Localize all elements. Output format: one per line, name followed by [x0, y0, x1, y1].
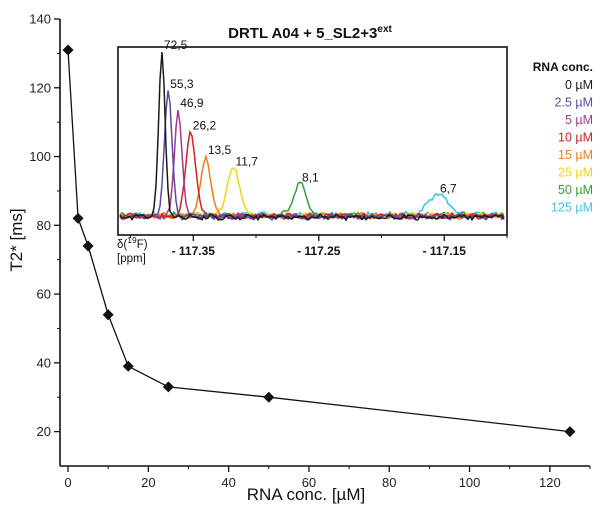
- data-point: [72, 212, 84, 224]
- data-point: [263, 391, 275, 403]
- data-point: [564, 426, 576, 438]
- inset-title: DRTL A04 + 5_SL2+3ext: [228, 24, 392, 42]
- inset-tick-labels: - 117.35 - 117.25 - 117.15: [172, 244, 467, 258]
- peak-label: 13,5: [208, 143, 232, 157]
- inset-tick-marks: [130, 235, 508, 241]
- y-tick-label: 20: [37, 424, 51, 439]
- main-series: [62, 44, 576, 438]
- x-tick-label: 20: [141, 475, 155, 490]
- inset-spectrum: 6,78,111,713,526,246,955,372,5 - 117.35-…: [117, 38, 508, 258]
- legend: RNA conc. 0 µM 2.5 µM 5 µM 10 µM 15 µM 25 µM 5…: [533, 60, 593, 215]
- inset-x-tick-label: - 117.35: [172, 244, 216, 258]
- data-point: [122, 360, 134, 372]
- legend-entry: 15 µM: [558, 148, 593, 162]
- y-axis-label: T2* [ms]: [7, 208, 26, 271]
- legend-entry: 2.5 µM: [555, 96, 593, 110]
- y-tick-labels: 20 40 60 80 100 120 140: [29, 12, 51, 440]
- y-tick-label: 140: [29, 12, 51, 27]
- legend-entry: 125 µM: [551, 201, 593, 215]
- legend-entry: 10 µM: [558, 131, 593, 145]
- y-tick-label: 40: [37, 355, 51, 370]
- inset-x-tick-label: - 117.15: [423, 244, 467, 258]
- x-tick-label: 40: [221, 475, 235, 490]
- peak-label: 26,2: [193, 118, 217, 132]
- peak-label: 8,1: [302, 170, 319, 184]
- inset-peak-labels: 6,7 8,1 11,713,5 26,2 46,9 55,3 72,5: [164, 38, 457, 196]
- data-point: [102, 309, 114, 321]
- x-tick-labels: 0 20 40 60 80 100 120: [64, 475, 560, 490]
- legend-title: RNA conc.: [533, 60, 593, 74]
- x-tick-label: 120: [539, 475, 561, 490]
- y-tick-label: 120: [29, 80, 51, 95]
- spectrum-trace: [119, 51, 505, 222]
- peak-label: 72,5: [164, 38, 188, 52]
- peak-label: 55,3: [170, 77, 194, 91]
- x-tick-label: 60: [302, 475, 316, 490]
- legend-entry: 50 µM: [558, 183, 593, 197]
- x-tick-label: 0: [64, 475, 71, 490]
- peak-label: 46,9: [180, 96, 204, 110]
- peak-label: 6,7: [440, 182, 457, 196]
- y-tick-label: 60: [37, 287, 51, 302]
- x-tick-label: 80: [382, 475, 396, 490]
- data-point: [62, 44, 74, 56]
- legend-entry: 0 µM: [565, 78, 593, 92]
- inset-x-axis-unit: [ppm]: [117, 253, 146, 265]
- legend-entry: 25 µM: [558, 166, 593, 180]
- main-tick-marks: [54, 18, 591, 472]
- x-tick-label: 100: [459, 475, 481, 490]
- x-axis-label: RNA conc. [µM]: [247, 485, 365, 504]
- data-point: [82, 240, 94, 252]
- y-tick-label: 80: [37, 218, 51, 233]
- peak-label: 11,7: [235, 155, 258, 169]
- data-point: [162, 381, 174, 393]
- inset-frame: [117, 46, 508, 236]
- inset-traces: [119, 51, 505, 222]
- inset-x-tick-label: - 117.25: [297, 244, 341, 258]
- inset-x-axis-label: δ(19F): [117, 235, 148, 251]
- legend-entry: 5 µM: [565, 113, 593, 127]
- y-tick-label: 100: [29, 149, 51, 164]
- legend-entries: 0 µM 2.5 µM 5 µM 10 µM 15 µM 25 µM 50 µM 125 µM: [551, 78, 593, 215]
- series-line: [67, 49, 570, 433]
